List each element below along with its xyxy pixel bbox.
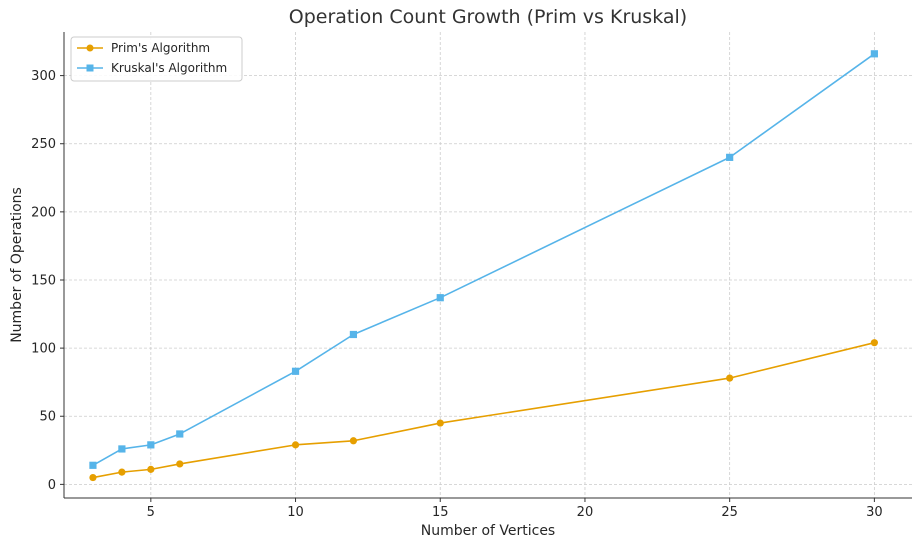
- data-point-prim: [147, 465, 155, 473]
- legend-marker-kruskal: [86, 64, 94, 72]
- legend-label-prim: Prim's Algorithm: [111, 41, 210, 55]
- data-point-kruskal: [291, 367, 300, 375]
- x-axis-label: Number of Vertices: [421, 523, 555, 539]
- y-axis-label: Number of Operations: [9, 187, 25, 343]
- chart-title: Operation Count Growth (Prim vs Kruskal): [289, 6, 687, 28]
- y-tick-label: 150: [31, 273, 56, 288]
- data-point-kruskal: [147, 441, 155, 449]
- data-point-kruskal: [118, 445, 126, 453]
- x-tick-label: 10: [287, 505, 304, 520]
- legend: Prim's Algorithm Kruskal's Algorithm: [70, 36, 243, 82]
- y-tick-label: 0: [48, 478, 56, 493]
- legend-marker-prim: [86, 44, 94, 52]
- x-tick-label: 25: [721, 505, 738, 520]
- x-tick-label: 5: [147, 505, 155, 520]
- data-point-prim: [176, 460, 184, 468]
- grid: [64, 32, 912, 498]
- series-kruskal: [89, 50, 878, 469]
- data-point-kruskal: [726, 153, 734, 161]
- data-point-prim: [349, 437, 358, 445]
- series-layer: [89, 50, 878, 482]
- x-tick-label: 30: [866, 505, 883, 520]
- y-tick-label: 250: [31, 137, 56, 152]
- y-axis-ticks: 0 50 100 150 200 250 300: [31, 69, 64, 493]
- data-point-prim: [436, 419, 444, 427]
- y-tick-label: 100: [31, 342, 56, 357]
- data-point-prim: [870, 339, 878, 347]
- axes: [63, 32, 912, 499]
- y-tick-label: 300: [31, 69, 56, 84]
- data-point-kruskal: [870, 50, 878, 58]
- series-prim: [89, 339, 878, 482]
- x-axis-ticks: 5 10 15 20 25 30: [147, 498, 883, 520]
- y-tick-label: 200: [31, 205, 56, 220]
- data-point-prim: [118, 468, 126, 476]
- legend-box: [70, 36, 243, 82]
- data-point-prim: [291, 441, 300, 449]
- x-tick-label: 20: [577, 505, 594, 520]
- x-tick-label: 15: [432, 505, 449, 520]
- legend-label-kruskal: Kruskal's Algorithm: [111, 61, 227, 75]
- data-point-prim: [89, 473, 97, 482]
- data-point-kruskal: [89, 461, 97, 469]
- data-point-kruskal: [349, 330, 358, 339]
- y-tick-label: 50: [39, 410, 56, 425]
- data-point-kruskal: [176, 430, 184, 438]
- data-point-kruskal: [436, 294, 444, 302]
- data-point-prim: [726, 374, 734, 382]
